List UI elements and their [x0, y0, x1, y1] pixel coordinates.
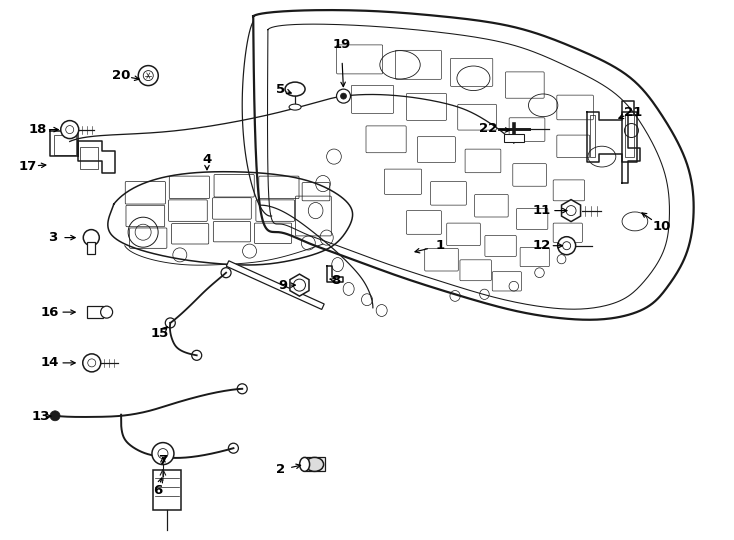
- Text: 10: 10: [653, 220, 672, 233]
- Text: 13: 13: [31, 410, 50, 423]
- Text: 6: 6: [153, 484, 162, 497]
- Bar: [504, 133, 524, 141]
- Ellipse shape: [305, 457, 324, 471]
- Text: 5: 5: [276, 83, 285, 96]
- Text: 19: 19: [333, 38, 350, 51]
- Text: 18: 18: [29, 123, 48, 136]
- Circle shape: [138, 65, 159, 86]
- Circle shape: [50, 411, 60, 421]
- Text: 14: 14: [40, 356, 59, 369]
- Circle shape: [61, 120, 79, 139]
- Text: 4: 4: [203, 153, 211, 166]
- Text: 7: 7: [159, 454, 167, 467]
- Ellipse shape: [299, 457, 310, 471]
- Circle shape: [558, 237, 575, 255]
- Circle shape: [341, 93, 346, 99]
- Text: 17: 17: [19, 160, 37, 173]
- Text: 12: 12: [533, 239, 550, 252]
- Bar: [305, 457, 324, 471]
- Text: 9: 9: [278, 279, 287, 292]
- Text: 20: 20: [112, 69, 131, 82]
- Text: 3: 3: [48, 231, 57, 244]
- Bar: [54, 135, 76, 155]
- Text: 22: 22: [479, 122, 497, 135]
- Text: 15: 15: [151, 327, 169, 340]
- Text: 1: 1: [436, 239, 445, 252]
- Circle shape: [336, 89, 351, 103]
- Circle shape: [152, 443, 174, 464]
- Circle shape: [83, 354, 101, 372]
- Bar: [590, 116, 595, 157]
- Ellipse shape: [285, 82, 305, 96]
- Circle shape: [101, 306, 112, 318]
- Bar: [80, 147, 98, 169]
- Bar: [87, 241, 95, 254]
- Ellipse shape: [289, 104, 301, 110]
- Text: 11: 11: [533, 204, 550, 217]
- Text: 8: 8: [332, 274, 341, 287]
- Bar: [625, 116, 634, 157]
- Polygon shape: [226, 261, 324, 309]
- Text: 2: 2: [276, 463, 285, 476]
- Text: 16: 16: [40, 306, 59, 319]
- Text: 21: 21: [624, 106, 642, 119]
- Bar: [87, 306, 103, 318]
- Circle shape: [83, 230, 99, 246]
- FancyBboxPatch shape: [153, 470, 181, 510]
